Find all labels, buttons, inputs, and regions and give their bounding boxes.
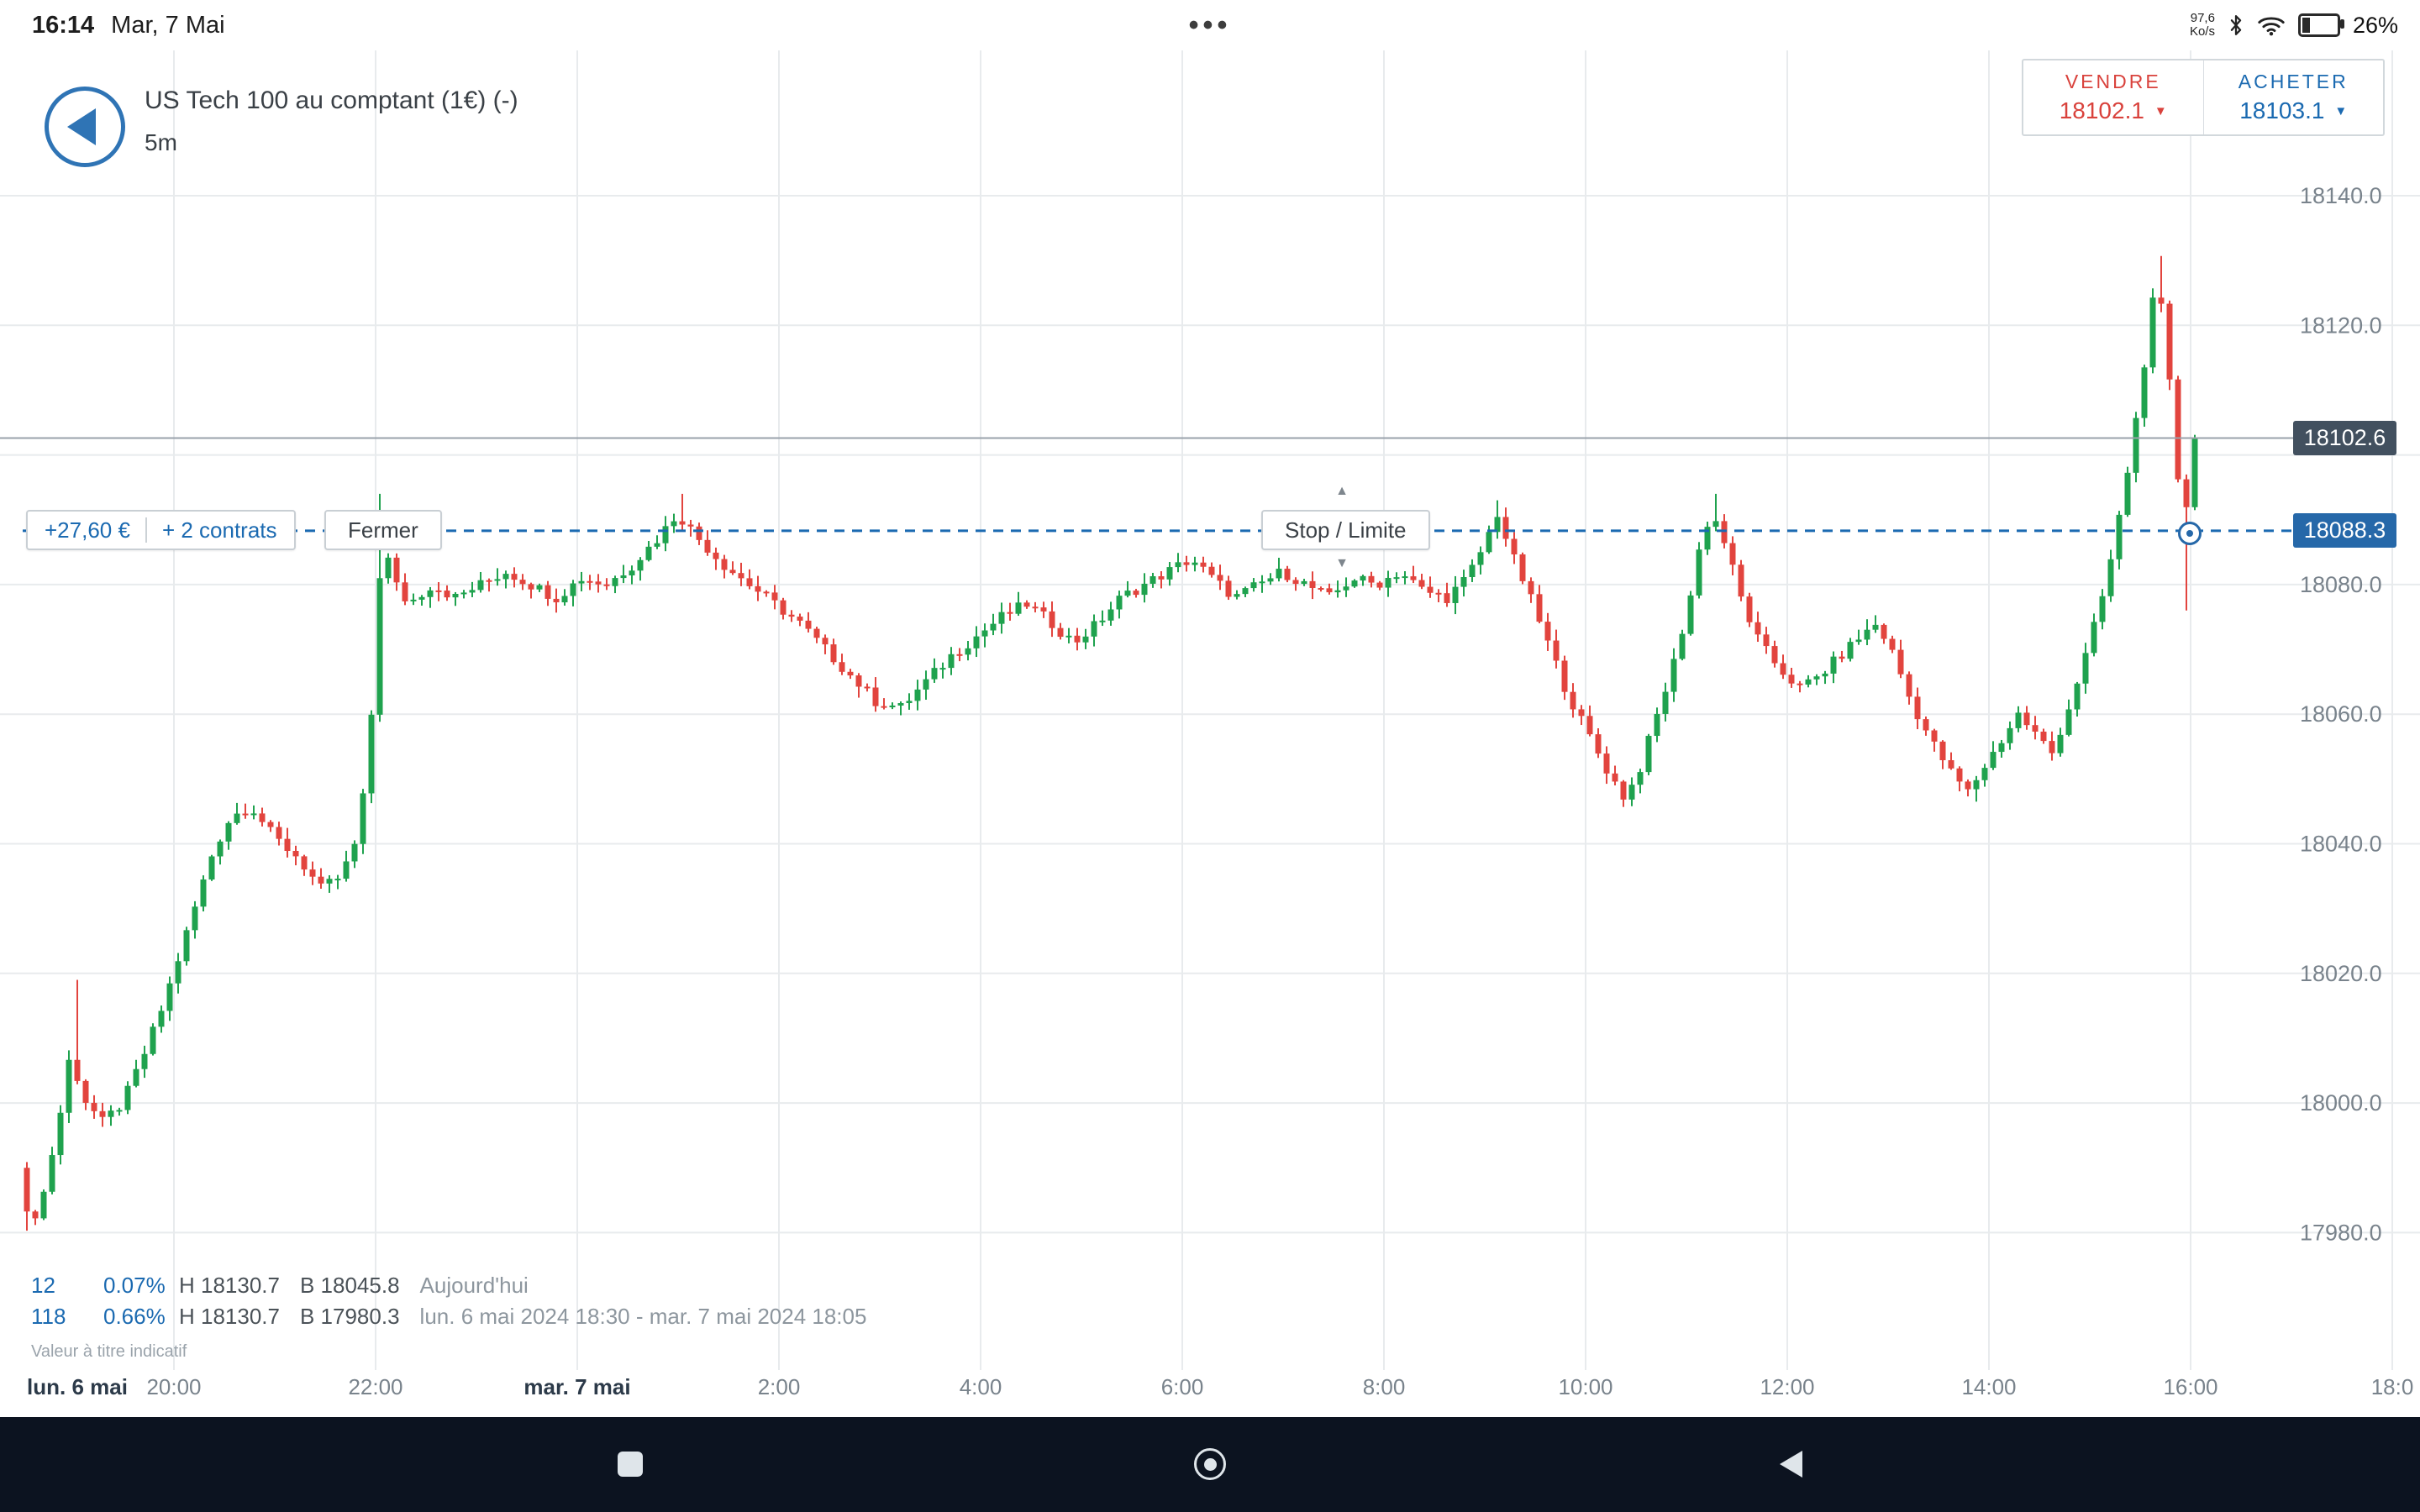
status-icons: 97,6 Ko/s 26% <box>2190 0 2398 50</box>
home-circle-icon[interactable] <box>1194 1448 1226 1480</box>
svg-text:20:00: 20:00 <box>146 1374 201 1399</box>
sell-price-row: 18102.1 ▼ <box>2060 97 2167 124</box>
svg-text:18020.0: 18020.0 <box>2300 961 2382 986</box>
timeframe-selector[interactable]: 5m <box>145 129 177 155</box>
back-arrow-icon <box>67 108 96 145</box>
svg-text:18000.0: 18000.0 <box>2300 1090 2382 1116</box>
buy-label: ACHETER <box>2238 71 2349 92</box>
stats-row-today: 12 0.07% H 18130.7 B 18045.8 Aujourd'hui <box>31 1270 866 1301</box>
stat-range: lun. 6 mai 2024 18:30 - mar. 7 mai 2024 … <box>419 1304 867 1329</box>
svg-text:mar. 7 mai: mar. 7 mai <box>523 1374 630 1399</box>
position-summary-chip[interactable]: +27,60 € + 2 contrats <box>26 510 296 550</box>
back-button[interactable] <box>45 87 125 167</box>
svg-text:18080.0: 18080.0 <box>2300 572 2382 597</box>
axis-labels: 18140.0 18120.0 18080.0 18060.0 18040.0 18020… <box>27 183 2413 1399</box>
svg-text:10:00: 10:00 <box>1558 1374 1612 1399</box>
svg-text:8:00: 8:00 <box>1363 1374 1406 1399</box>
status-time-date: 16:14 Mar, 7 Mai <box>32 0 225 50</box>
drag-down-arrow-icon: ▼ <box>1335 556 1349 570</box>
network-speed: 97,6 Ko/s <box>2190 12 2215 39</box>
wifi-icon <box>2258 17 2285 36</box>
sell-button[interactable]: VENDRE 18102.1 ▼ <box>2023 60 2204 134</box>
status-bar: 16:14 Mar, 7 Mai ••• 97,6 Ko/s 26% <box>0 0 2420 50</box>
svg-text:4:00: 4:00 <box>960 1374 1002 1399</box>
sell-caret-icon: ▼ <box>2154 103 2167 118</box>
svg-text:lun. 6 mai: lun. 6 mai <box>27 1374 128 1399</box>
battery-icon <box>2297 13 2344 37</box>
stat-high: H 18130.7 <box>179 1304 280 1329</box>
recents-square-icon[interactable] <box>618 1452 643 1477</box>
svg-text:12:00: 12:00 <box>1760 1374 1814 1399</box>
position-pnl: +27,60 € <box>45 517 130 543</box>
date-label: Mar, 7 Mai <box>111 11 225 39</box>
drag-up-arrow-icon: ▲ <box>1335 484 1349 498</box>
current-price-badge: 18102.6 <box>2293 421 2396 455</box>
stat-bars: 12 <box>31 1273 55 1298</box>
clock: 16:14 <box>32 11 95 39</box>
svg-text:16:00: 16:00 <box>2163 1374 2217 1399</box>
sell-price: 18102.1 <box>2059 97 2144 123</box>
stat-range: Aujourd'hui <box>419 1273 529 1298</box>
stats-row-session: 118 0.66% H 18130.7 B 17980.3 lun. 6 mai… <box>31 1301 866 1332</box>
android-nav-bar <box>0 1417 2420 1512</box>
stat-pct: 0.66% <box>103 1304 166 1329</box>
svg-text:2:00: 2:00 <box>758 1374 801 1399</box>
stat-high: H 18130.7 <box>179 1273 280 1298</box>
buy-price-row: 18103.1 ▼ <box>2239 97 2347 124</box>
sell-label: VENDRE <box>2065 71 2161 92</box>
battery-percent: 26% <box>2352 12 2398 38</box>
svg-text:17980.0: 17980.0 <box>2300 1220 2382 1245</box>
svg-text:18140.0: 18140.0 <box>2300 183 2382 208</box>
svg-text:18:0: 18:0 <box>2371 1374 2414 1399</box>
stat-bars: 118 <box>31 1304 66 1329</box>
position-level-marker[interactable] <box>2178 522 2202 545</box>
svg-text:14:00: 14:00 <box>1961 1374 2016 1399</box>
instrument-title: US Tech 100 au comptant (1€) (-) <box>145 87 518 114</box>
indicative-value-disclaimer: Valeur à titre indicatif <box>31 1342 187 1361</box>
position-contracts: + 2 contrats <box>161 517 277 543</box>
buy-caret-icon: ▼ <box>2334 103 2348 118</box>
close-position-button[interactable]: Fermer <box>324 510 442 550</box>
chart-stats: 12 0.07% H 18130.7 B 18045.8 Aujourd'hui… <box>31 1270 866 1362</box>
svg-text:6:00: 6:00 <box>1161 1374 1204 1399</box>
svg-text:18040.0: 18040.0 <box>2300 832 2382 857</box>
network-speed-value: 97,6 <box>2190 11 2215 25</box>
svg-text:18060.0: 18060.0 <box>2300 701 2382 727</box>
stat-low: B 17980.3 <box>299 1304 400 1329</box>
chip-divider <box>145 517 147 543</box>
svg-text:18120.0: 18120.0 <box>2300 312 2382 338</box>
stop-limit-button[interactable]: Stop / Limite <box>1261 510 1430 550</box>
back-triangle-icon[interactable] <box>1780 1451 1802 1478</box>
bluetooth-icon <box>2230 15 2242 35</box>
chart-header: US Tech 100 au comptant (1€) (-) 5m <box>145 86 518 156</box>
position-level-badge[interactable]: 18088.3 <box>2293 513 2396 548</box>
stat-low: B 18045.8 <box>299 1273 400 1298</box>
chart-grid <box>0 50 2420 1370</box>
svg-text:22:00: 22:00 <box>348 1374 402 1399</box>
deal-ticket: VENDRE 18102.1 ▼ ACHETER 18103.1 ▼ <box>2022 59 2385 136</box>
stat-pct: 0.07% <box>103 1273 166 1298</box>
candles <box>24 255 2198 1231</box>
status-menu-dots[interactable]: ••• <box>1188 8 1232 41</box>
network-speed-unit: Ko/s <box>2189 24 2215 39</box>
buy-price: 18103.1 <box>2239 97 2325 123</box>
buy-button[interactable]: ACHETER 18103.1 ▼ <box>2204 60 2384 134</box>
